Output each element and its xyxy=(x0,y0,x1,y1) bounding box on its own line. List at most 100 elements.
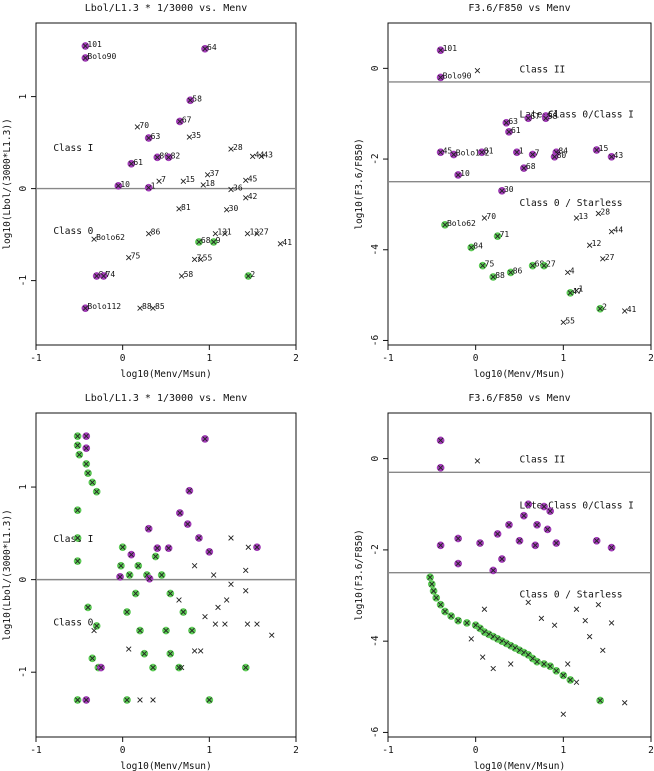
data-point xyxy=(166,589,175,598)
data-point: 15 xyxy=(180,175,195,184)
data-point xyxy=(436,600,445,609)
point-cross xyxy=(525,599,531,606)
data-point: 74 xyxy=(99,270,115,280)
data-point xyxy=(153,544,162,553)
point-cross xyxy=(560,711,567,717)
point-cross xyxy=(222,230,228,237)
data-point xyxy=(595,601,602,608)
data-point xyxy=(244,621,251,627)
y-tick-label: -1 xyxy=(18,666,29,678)
point-cross xyxy=(119,544,126,550)
data-point xyxy=(243,588,249,594)
data-point xyxy=(621,700,628,706)
y-tick-label: 0 xyxy=(18,576,29,582)
point-cross xyxy=(499,556,505,562)
data-point xyxy=(243,567,249,574)
point-label: 101 xyxy=(87,40,102,49)
point-cross xyxy=(529,262,536,269)
point-label: 64 xyxy=(548,110,558,119)
point-cross xyxy=(156,178,162,184)
point-label: 9 xyxy=(216,236,221,245)
point-label: 1 xyxy=(578,285,583,294)
data-point: 7 xyxy=(191,253,202,262)
data-point xyxy=(149,663,157,672)
data-point: 13 xyxy=(573,212,588,221)
point-cross xyxy=(437,542,444,549)
data-point xyxy=(600,647,606,654)
data-point xyxy=(468,636,475,642)
point-cross xyxy=(178,273,185,279)
data-point xyxy=(195,534,203,542)
data-point xyxy=(493,530,502,538)
data-point xyxy=(454,534,462,543)
point-cross xyxy=(506,129,512,135)
point-label: 27 xyxy=(605,253,615,262)
point-cross xyxy=(145,135,152,141)
x-tick-label: -1 xyxy=(30,353,42,364)
data-point: 101 xyxy=(436,44,457,55)
data-point xyxy=(75,450,84,459)
point-cross xyxy=(437,149,444,155)
point-cross xyxy=(451,151,457,158)
data-point xyxy=(82,696,91,704)
point-cross xyxy=(134,124,141,130)
data-point xyxy=(210,572,217,578)
data-point xyxy=(592,536,601,545)
data-point: 75 xyxy=(126,252,141,261)
plot-frame xyxy=(387,22,652,346)
point-label: 88 xyxy=(495,271,505,280)
point-label: 27 xyxy=(546,260,556,269)
point-cross xyxy=(210,239,217,245)
data-point xyxy=(176,597,182,603)
point-cross xyxy=(573,679,580,685)
panel-3: Lbol/L1.3 * 1/3000 vs. Menv -1 0 1 2 -1 0 1 log1… xyxy=(2,393,299,771)
point-cross xyxy=(254,544,260,550)
point-cross xyxy=(245,544,252,550)
point-cross xyxy=(532,542,538,549)
point-cross xyxy=(165,154,172,161)
point-label: 30 xyxy=(229,204,239,213)
data-point: Bolo112 xyxy=(81,302,121,313)
data-point xyxy=(191,648,198,654)
data-point xyxy=(498,555,506,563)
point-cross xyxy=(243,567,249,574)
data-point xyxy=(145,574,154,583)
point-cross xyxy=(525,115,531,121)
point-cross xyxy=(132,590,139,597)
point-cross xyxy=(254,230,260,237)
data-point: 1 xyxy=(222,228,232,237)
data-point xyxy=(546,662,555,671)
data-point: 43 xyxy=(258,150,273,159)
point-cross xyxy=(442,222,448,228)
x-tick-label: 1 xyxy=(560,353,566,364)
data-point: 12 xyxy=(586,239,601,248)
data-point xyxy=(201,435,209,443)
data-point: 61 xyxy=(127,158,143,168)
plot-frame xyxy=(35,412,297,738)
point-label: 63 xyxy=(508,117,518,126)
point-label: 45 xyxy=(248,174,258,183)
point-label: 86 xyxy=(513,266,523,275)
data-point: 41 xyxy=(277,238,292,247)
data-point: 63 xyxy=(502,117,518,127)
point-cross xyxy=(503,120,510,126)
point-label: 70 xyxy=(139,121,149,130)
data-point xyxy=(166,649,175,658)
data-point xyxy=(151,552,160,561)
point-cross xyxy=(93,488,100,495)
point-cross xyxy=(541,262,547,269)
data-point: 86 xyxy=(506,266,523,277)
data-point: 1 xyxy=(513,146,524,157)
y-tick-label: 0 xyxy=(370,456,381,462)
point-cross xyxy=(83,433,89,439)
point-cross xyxy=(490,567,496,574)
data-point: 7 xyxy=(156,175,166,184)
x-tick-label: 2 xyxy=(293,353,299,364)
x-tick-label: 2 xyxy=(293,745,299,756)
point-cross xyxy=(508,661,514,667)
point-cross xyxy=(228,146,234,152)
data-point xyxy=(179,608,188,616)
point-cross xyxy=(243,195,249,201)
point-cross xyxy=(187,97,193,103)
y-tick-label: 1 xyxy=(18,93,29,99)
